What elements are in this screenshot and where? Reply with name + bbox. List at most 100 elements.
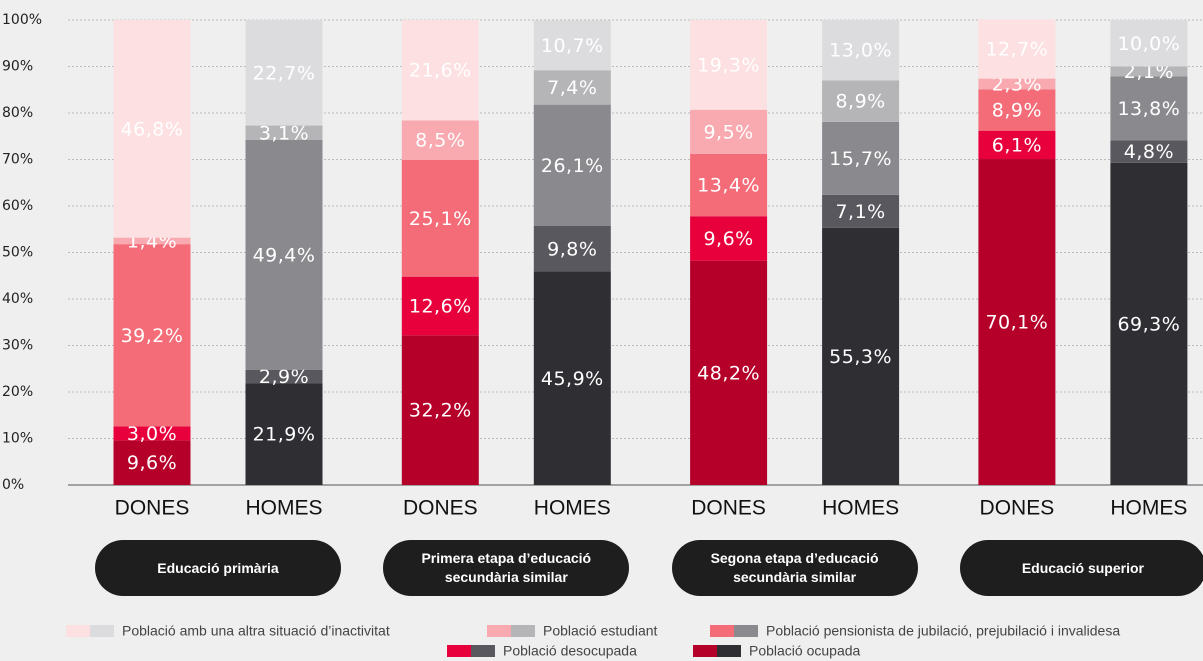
value-label: 21,9% xyxy=(253,424,316,446)
value-label: 70,1% xyxy=(985,312,1048,334)
bar-segment xyxy=(978,19,1056,79)
y-tick-label: 0% xyxy=(2,477,24,493)
value-label: 12,7% xyxy=(985,39,1048,61)
value-label: 9,5% xyxy=(703,121,753,143)
group-label: Primera etapa d’educació secundària simi… xyxy=(383,540,630,596)
value-label: 45,9% xyxy=(541,368,604,390)
bar-segment xyxy=(1110,162,1188,485)
legend-swatch xyxy=(710,625,734,637)
legend-swatch xyxy=(717,645,741,657)
y-tick-label: 50% xyxy=(2,245,33,261)
bar-segment xyxy=(690,20,768,110)
legend-swatch xyxy=(511,625,535,637)
legend-label: Població ocupada xyxy=(749,643,861,659)
legend-label: Població estudiant xyxy=(543,623,658,639)
value-label: 10,0% xyxy=(1117,33,1180,55)
y-tick-label: 100% xyxy=(2,12,42,28)
legend-label: Població amb una altra situació d’inacti… xyxy=(122,623,390,639)
bar-segment xyxy=(113,20,191,238)
bar-segment xyxy=(113,426,191,441)
value-label: 2,3% xyxy=(992,73,1042,95)
value-label: 9,6% xyxy=(127,452,177,474)
legend-swatch xyxy=(471,645,495,657)
bar-segment xyxy=(822,80,900,122)
bar-segment xyxy=(1110,20,1188,67)
bar-segment xyxy=(401,120,479,160)
value-label: 9,6% xyxy=(703,228,753,250)
bar-segment xyxy=(822,20,900,81)
value-label: 26,1% xyxy=(541,155,604,177)
x-tick-label: HOMES xyxy=(245,497,322,520)
bar-segment xyxy=(401,335,479,485)
bar-segment xyxy=(690,153,768,217)
value-label: 12,6% xyxy=(409,295,472,317)
value-label: 48,2% xyxy=(697,362,760,384)
bar-segment xyxy=(690,109,768,154)
value-label: 25,1% xyxy=(409,208,472,230)
group-label: Segona etapa d’educació secundària simil… xyxy=(671,540,918,596)
value-label: 7,4% xyxy=(547,77,597,99)
y-tick-label: 70% xyxy=(2,152,33,168)
x-tick-label: DONES xyxy=(115,497,190,520)
bar-segment xyxy=(533,271,611,485)
legend-swatch xyxy=(487,625,511,637)
value-label: 49,4% xyxy=(253,244,316,266)
bar-segment xyxy=(690,260,768,485)
bar-segment xyxy=(690,216,768,261)
bar-segment xyxy=(978,89,1056,131)
bar-segment xyxy=(401,20,479,121)
group-label: Educació primària xyxy=(95,540,341,596)
value-label: 21,6% xyxy=(409,60,472,82)
value-label: 55,3% xyxy=(829,346,892,368)
x-tick-label: HOMES xyxy=(822,497,899,520)
bar-segment xyxy=(113,237,191,245)
legend-swatch xyxy=(693,645,717,657)
legend-label: Població desocupada xyxy=(503,643,637,659)
bar-segment xyxy=(978,159,1056,485)
bar-segment xyxy=(1110,76,1188,141)
bar-segment xyxy=(245,125,323,140)
bar-segment xyxy=(245,139,323,370)
bar-segment xyxy=(822,227,900,486)
y-tick-label: 80% xyxy=(2,105,33,121)
bar-segment xyxy=(113,440,191,485)
value-label: 13,4% xyxy=(697,175,760,197)
value-label: 6,1% xyxy=(992,134,1042,156)
x-tick-label: HOMES xyxy=(1110,497,1187,520)
value-label: 19,3% xyxy=(697,54,760,76)
bar-segment xyxy=(822,121,900,195)
y-tick-label: 40% xyxy=(2,291,33,307)
value-label: 8,5% xyxy=(415,130,465,152)
value-label: 13,0% xyxy=(829,40,892,62)
value-label: 4,8% xyxy=(1124,141,1174,163)
x-tick-label: HOMES xyxy=(534,497,611,520)
value-label: 2,9% xyxy=(259,366,309,388)
y-tick-label: 90% xyxy=(2,59,33,75)
legend-swatch xyxy=(90,625,114,637)
bar-segment xyxy=(533,70,611,105)
value-label: 3,0% xyxy=(127,423,177,445)
x-tick-label: DONES xyxy=(691,497,766,520)
bar-segment xyxy=(533,104,611,226)
value-label: 15,7% xyxy=(829,148,892,170)
value-label: 3,1% xyxy=(259,122,309,144)
bar-segment xyxy=(245,383,323,485)
value-label: 22,7% xyxy=(253,62,316,84)
y-tick-label: 30% xyxy=(2,338,33,354)
x-tick-label: DONES xyxy=(403,497,478,520)
legend-label: Població pensionista de jubilació, preju… xyxy=(766,623,1120,639)
bar-segment xyxy=(533,225,611,272)
value-label: 13,8% xyxy=(1117,98,1180,120)
value-label: 9,8% xyxy=(547,238,597,260)
bar-segment xyxy=(1110,66,1188,77)
bar-segment xyxy=(401,159,479,277)
group-label: Educació superior xyxy=(959,540,1203,596)
bar-segment xyxy=(822,194,900,228)
bar-segment xyxy=(245,369,323,384)
value-label: 69,3% xyxy=(1117,313,1180,335)
bar-segment xyxy=(245,20,323,126)
x-tick-label: DONES xyxy=(980,497,1055,520)
value-label: 8,9% xyxy=(992,99,1042,121)
